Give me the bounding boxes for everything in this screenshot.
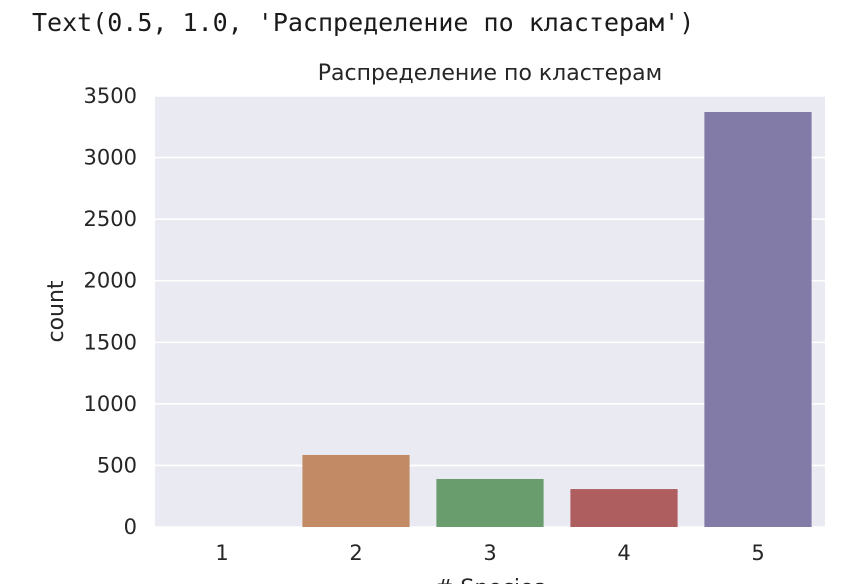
x-tick-label: 5: [751, 541, 764, 565]
x-tick-labels: 1 2 3 4 5: [215, 541, 764, 565]
bars: [302, 112, 812, 527]
bar-3: [436, 478, 544, 527]
y-tick-label: 1500: [84, 330, 137, 354]
x-axis-label: # Species: [435, 576, 545, 584]
y-tick-label: 1000: [84, 392, 137, 416]
x-tick-label: 1: [215, 541, 228, 565]
bar-4: [570, 489, 678, 527]
y-tick-label: 500: [97, 453, 137, 477]
bar-5: [704, 112, 812, 527]
y-tick-label: 3500: [84, 84, 137, 108]
y-tick-label: 2000: [84, 269, 137, 293]
x-tick-label: 2: [349, 541, 362, 565]
y-tick-label: 3000: [84, 146, 137, 170]
bar-2: [302, 454, 410, 527]
cell-output-text: Text(0.5, 1.0, 'Распределение по кластер…: [32, 8, 695, 37]
x-tick-label: 4: [617, 541, 630, 565]
y-tick-label: 0: [124, 515, 137, 539]
x-tick-label: 3: [483, 541, 496, 565]
chart-title: Распределение по кластерам: [318, 61, 662, 86]
y-tick-labels: 0 500 1000 1500 2000 2500 3000 3500: [84, 84, 137, 539]
y-tick-label: 2500: [84, 207, 137, 231]
y-axis-label: count: [44, 280, 69, 342]
